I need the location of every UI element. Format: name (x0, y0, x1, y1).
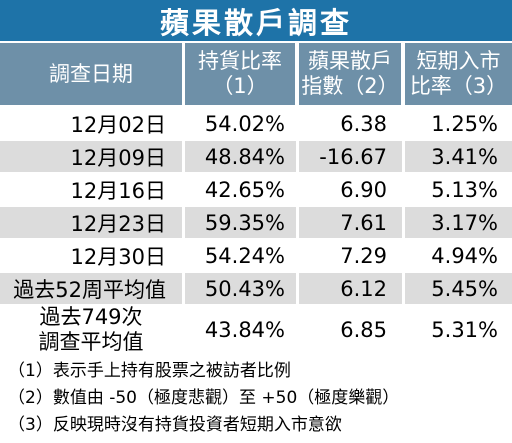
row-divider (0, 172, 512, 174)
header-index-line2: 指數（2） (301, 74, 399, 98)
header-date-label: 調查日期 (49, 61, 133, 86)
table-row: 12月09日 48.84% -16.67 3.41% (0, 140, 512, 173)
cell-index: 6.12 (340, 276, 387, 301)
cell-index: 7.29 (340, 243, 387, 268)
header-entry-line1: 短期入市 (416, 49, 501, 73)
column-divider (402, 43, 405, 355)
row-divider (0, 106, 512, 108)
table-row-overall-average: 過去749次 調查平均值 43.84% 6.85 5.31% (0, 305, 512, 355)
table-row: 12月02日 54.02% 6.38 1.25% (0, 107, 512, 140)
cell-entry: 5.13% (431, 177, 498, 202)
header-holding-line2: （1） (212, 74, 268, 98)
header-index: 蘋果散戶 指數（2） (299, 43, 401, 105)
cell-entry: 3.41% (431, 144, 498, 169)
header-entry-line2: 比率（3） (409, 74, 508, 98)
cell-date: 12月30日 (70, 244, 166, 269)
table-title: 蘋果散戶調查 (159, 5, 352, 40)
cell-entry: 5.45% (431, 276, 498, 301)
table-row: 過去52周平均值 50.43% 6.12 5.45% (0, 272, 512, 305)
cell-index: -16.67 (319, 144, 387, 169)
footnotes: （1）表示手上持有股票之被訪者比例 （2）數值由 -50（極度悲觀）至 +50（… (8, 358, 399, 439)
footnote-2: （2）數值由 -50（極度悲觀）至 +50（極度樂觀） (8, 388, 400, 408)
footnote-3: （3）反映現時沒有持貨投資者短期入市意欲 (8, 415, 342, 435)
cell-date: 12月16日 (70, 178, 166, 203)
cell-date-line2: 調查平均值 (38, 330, 144, 354)
row-divider (0, 238, 512, 240)
header-entry: 短期入市 比率（3） (405, 43, 512, 105)
cell-holding: 43.84% (204, 318, 285, 342)
header-holding: 持貨比率 （1） (185, 43, 295, 105)
cell-date: 過去749次 調查平均值 (0, 305, 182, 355)
cell-holding: 42.65% (204, 177, 285, 202)
table-row: 12月16日 42.65% 6.90 5.13% (0, 173, 512, 206)
cell-entry: 5.31% (431, 318, 498, 342)
cell-date: 12月23日 (70, 211, 166, 236)
table-row: 12月30日 54.24% 7.29 4.94% (0, 239, 512, 272)
cell-date: 12月02日 (70, 112, 166, 137)
cell-index: 6.90 (340, 177, 387, 202)
title-bar: 蘋果散戶調查 (0, 0, 512, 41)
row-divider (0, 139, 512, 141)
cell-index: 6.38 (340, 111, 387, 136)
header-index-line1: 蘋果散戶 (308, 49, 392, 73)
cell-date-line1: 過去749次 (39, 305, 143, 329)
header-holding-line1: 持貨比率 (198, 49, 282, 73)
header-date: 調查日期 (0, 43, 182, 105)
cell-entry: 4.94% (431, 243, 498, 268)
cell-holding: 50.43% (204, 276, 285, 301)
row-divider (0, 205, 512, 207)
cell-holding: 59.35% (204, 210, 285, 235)
cell-index: 7.61 (340, 210, 387, 235)
cell-holding: 48.84% (204, 144, 285, 169)
cell-entry: 3.17% (431, 210, 498, 235)
row-divider (0, 304, 512, 306)
column-divider (182, 43, 185, 355)
column-divider (296, 43, 299, 355)
cell-holding: 54.02% (204, 111, 285, 136)
cell-entry: 1.25% (431, 111, 498, 136)
cell-date: 12月09日 (70, 145, 166, 170)
cell-date: 過去52周平均值 (13, 277, 166, 302)
row-divider (0, 271, 512, 273)
cell-holding: 54.24% (204, 243, 285, 268)
footnote-1: （1）表示手上持有股票之被訪者比例 (8, 361, 291, 381)
cell-index: 6.85 (340, 318, 387, 342)
table-row: 12月23日 59.35% 7.61 3.17% (0, 206, 512, 239)
